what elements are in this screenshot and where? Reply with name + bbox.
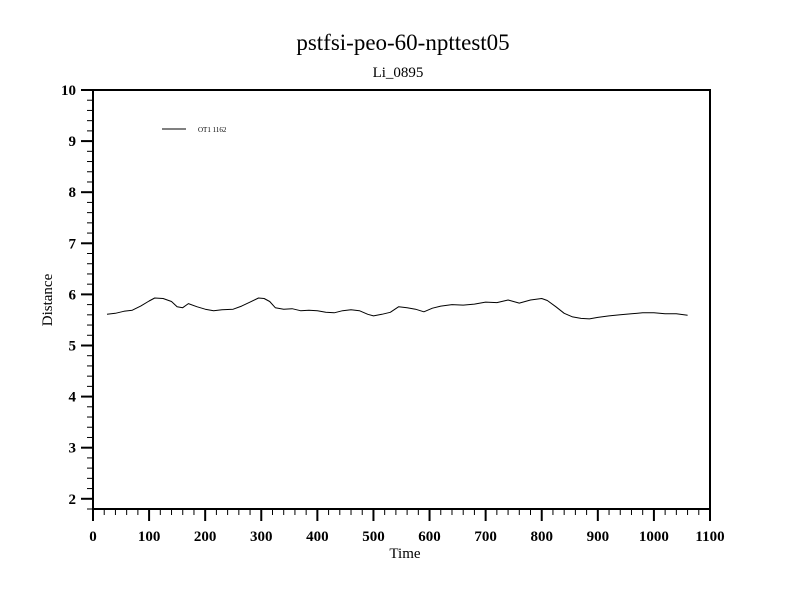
legend: OT1 1162 (162, 126, 227, 134)
x-tick-label: 700 (474, 529, 497, 545)
y-tick-label: 10 (61, 83, 76, 99)
x-tick-label: 100 (138, 529, 161, 545)
x-tick-label: 1100 (695, 529, 724, 545)
x-tick-label: 1000 (639, 529, 669, 545)
x-tick-label: 500 (362, 529, 385, 545)
y-tick-label: 4 (69, 390, 77, 406)
y-tick-label: 8 (69, 185, 77, 201)
x-tick-label: 0 (89, 529, 97, 545)
chart-subtitle: Li_0895 (373, 65, 424, 81)
x-tick-label: 900 (587, 529, 610, 545)
y-tick-label: 6 (69, 287, 77, 303)
y-axis-label: Distance (40, 273, 56, 326)
x-tick-label: 400 (306, 529, 329, 545)
x-tick-label: 800 (530, 529, 553, 545)
y-tick-label: 2 (69, 492, 77, 508)
y-axis: 2 3 4 5 6 7 8 9 10 (61, 83, 93, 510)
x-tick-label: 200 (194, 529, 217, 545)
legend-label: OT1 1162 (198, 126, 227, 134)
x-axis: 0 100 200 300 400 500 600 700 800 900 1000 1100 (89, 509, 725, 545)
plot-area-frame (92, 89, 711, 510)
chart-title: pstfsi-peo-60-npttest05 (296, 30, 509, 55)
series-line-0 (106, 297, 688, 320)
y-tick-label: 5 (69, 338, 77, 354)
y-tick-label: 7 (69, 236, 77, 252)
y-tick-label: 9 (69, 134, 77, 150)
series-layer (106, 297, 688, 320)
x-axis-label: Time (389, 546, 420, 562)
x-tick-label: 600 (418, 529, 441, 545)
y-tick-label: 3 (69, 441, 77, 457)
x-tick-label: 300 (250, 529, 273, 545)
